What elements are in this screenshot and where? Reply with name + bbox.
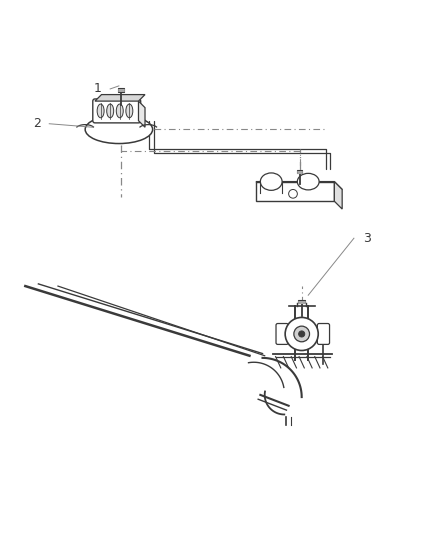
Ellipse shape xyxy=(126,104,133,118)
Polygon shape xyxy=(256,182,342,189)
Ellipse shape xyxy=(297,173,319,190)
FancyBboxPatch shape xyxy=(297,170,302,173)
Ellipse shape xyxy=(116,104,123,118)
Ellipse shape xyxy=(107,104,114,118)
FancyBboxPatch shape xyxy=(118,88,124,92)
Polygon shape xyxy=(95,94,145,101)
Circle shape xyxy=(299,331,305,337)
Text: 3: 3 xyxy=(363,232,371,245)
Polygon shape xyxy=(138,101,145,127)
Circle shape xyxy=(294,326,310,342)
FancyBboxPatch shape xyxy=(93,99,141,123)
FancyBboxPatch shape xyxy=(276,324,288,344)
Ellipse shape xyxy=(260,173,282,190)
Circle shape xyxy=(285,318,318,351)
Text: 2: 2 xyxy=(33,117,41,130)
FancyBboxPatch shape xyxy=(298,300,305,303)
Ellipse shape xyxy=(97,104,104,118)
Ellipse shape xyxy=(85,115,152,143)
Polygon shape xyxy=(334,182,342,209)
FancyBboxPatch shape xyxy=(318,324,329,344)
Polygon shape xyxy=(256,182,334,201)
Text: 1: 1 xyxy=(94,83,102,95)
